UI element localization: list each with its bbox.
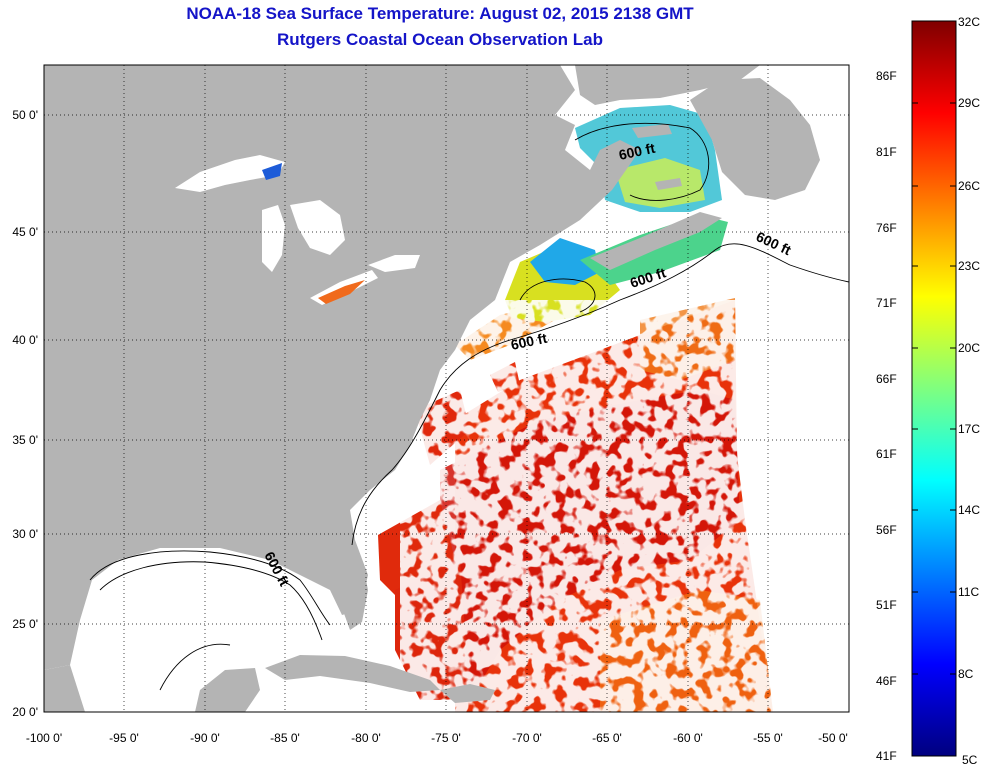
lake-michigan bbox=[262, 205, 285, 272]
land-pei bbox=[655, 178, 682, 190]
map-plot-area: 600 ft 600 ft 600 ft 600 ft 600 ft bbox=[44, 65, 849, 712]
fahrenheit-label: 86F bbox=[876, 69, 897, 83]
map-title: NOAA-18 Sea Surface Temperature: August … bbox=[186, 4, 694, 23]
land-florida bbox=[330, 548, 368, 630]
lat-label: 50 0' bbox=[12, 108, 38, 122]
gulf-of-mexico bbox=[60, 540, 352, 712]
fahrenheit-label: 46F bbox=[876, 674, 897, 688]
lat-label: 30 0' bbox=[12, 527, 38, 541]
lake-superior bbox=[175, 155, 285, 192]
lake-ontario bbox=[368, 255, 420, 272]
sst-gulf-of-maine bbox=[530, 238, 600, 285]
colorbar-ticks bbox=[912, 102, 956, 675]
land-nova-scotia bbox=[590, 212, 722, 270]
fahrenheit-label: 41F bbox=[876, 749, 897, 763]
contour-maine bbox=[519, 278, 596, 313]
contour-lawrence bbox=[574, 122, 710, 201]
land-newfoundland bbox=[690, 78, 820, 200]
lat-label: 40 0' bbox=[12, 333, 38, 347]
lon-label: -55 0' bbox=[753, 731, 783, 745]
celsius-label: 29C bbox=[958, 96, 980, 110]
latitude-axis: 50 0' 45 0' 40 0' 35 0' 30 0' 25 0' 20 0… bbox=[12, 108, 38, 719]
contour-600ft bbox=[89, 243, 849, 626]
lon-label: -50 0' bbox=[818, 731, 848, 745]
lat-label: 45 0' bbox=[12, 225, 38, 239]
colorbar-fahrenheit: 86F 81F 76F 71F 66F 61F 56F 51F 46F 41F bbox=[876, 69, 897, 763]
lon-label: -65 0' bbox=[592, 731, 622, 745]
land-labrador bbox=[575, 65, 760, 105]
cloud-cover bbox=[400, 300, 780, 712]
celsius-label: 8C bbox=[958, 667, 974, 681]
lat-label: 35 0' bbox=[12, 433, 38, 447]
longitude-axis: -100 0' -95 0' -90 0' -85 0' -80 0' -75 … bbox=[26, 731, 848, 745]
lon-label: -95 0' bbox=[109, 731, 139, 745]
colorbar bbox=[911, 20, 957, 757]
contour-gulf-inner bbox=[99, 561, 323, 691]
fahrenheit-label: 76F bbox=[876, 221, 897, 235]
celsius-label: 5C bbox=[962, 753, 978, 767]
celsius-label: 20C bbox=[958, 341, 980, 355]
lake-erie-sst bbox=[318, 280, 365, 304]
fahrenheit-label: 61F bbox=[876, 447, 897, 461]
fahrenheit-label: 81F bbox=[876, 145, 897, 159]
celsius-label: 14C bbox=[958, 503, 980, 517]
contour-label-lawrence: 600 ft bbox=[617, 140, 656, 163]
celsius-label: 23C bbox=[958, 259, 980, 273]
celsius-label: 17C bbox=[958, 422, 980, 436]
lat-label: 25 0' bbox=[12, 617, 38, 631]
fahrenheit-label: 71F bbox=[876, 296, 897, 310]
lon-label: -80 0' bbox=[351, 731, 381, 745]
celsius-label: 26C bbox=[958, 179, 980, 193]
land-hispaniola bbox=[440, 684, 495, 703]
lon-label: -100 0' bbox=[26, 731, 62, 745]
fahrenheit-label: 56F bbox=[876, 523, 897, 537]
contour-label-midatlantic: 600 ft bbox=[509, 330, 548, 353]
land-mexico bbox=[44, 665, 85, 712]
lake-superior-sst bbox=[262, 163, 282, 180]
lon-label: -70 0' bbox=[512, 731, 542, 745]
land-cuba bbox=[265, 655, 440, 692]
lon-label: -75 0' bbox=[431, 731, 461, 745]
land-yucatan bbox=[195, 668, 260, 712]
lon-label: -85 0' bbox=[270, 731, 300, 745]
map-frame bbox=[43, 64, 850, 713]
map-subtitle: Rutgers Coastal Ocean Observation Lab bbox=[277, 30, 603, 49]
fahrenheit-label: 66F bbox=[876, 372, 897, 386]
celsius-label: 32C bbox=[958, 15, 980, 29]
lon-label: -90 0' bbox=[190, 731, 220, 745]
lat-label: 20 0' bbox=[12, 705, 38, 719]
land-anticosti bbox=[632, 124, 672, 138]
colorbar-celsius: 32C 29C 26C 23C 20C 17C 14C 11C 8C 5C bbox=[958, 15, 980, 767]
fahrenheit-label: 51F bbox=[876, 598, 897, 612]
celsius-label: 11C bbox=[958, 585, 979, 599]
land-north-america bbox=[44, 65, 640, 670]
lake-huron bbox=[290, 200, 345, 255]
lon-label: -60 0' bbox=[673, 731, 703, 745]
